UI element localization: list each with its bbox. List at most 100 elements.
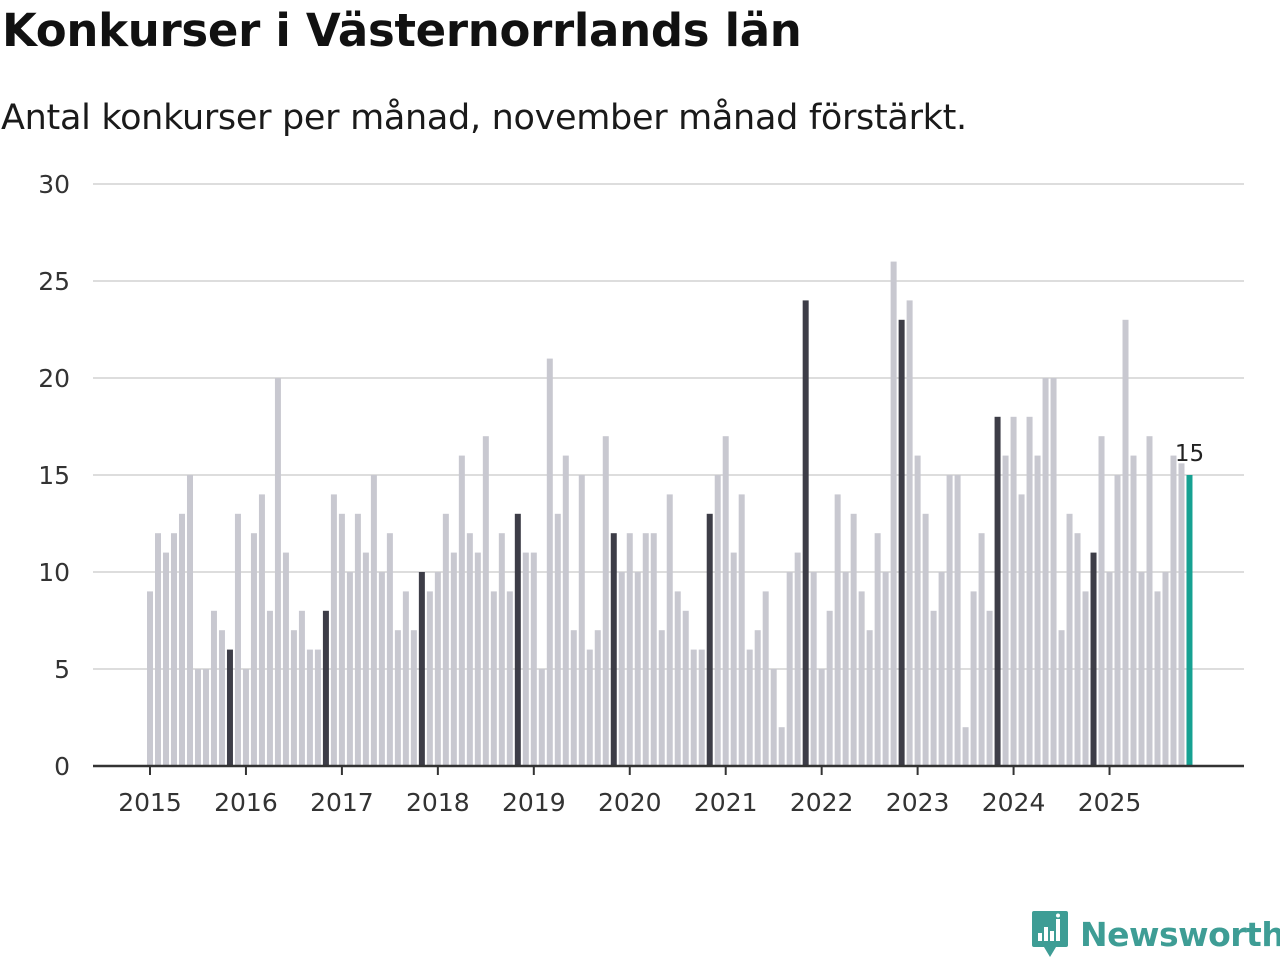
bar [866, 630, 873, 766]
bar [290, 630, 297, 766]
bar [554, 513, 561, 766]
bar [474, 552, 481, 766]
bar [394, 630, 401, 766]
y-tick-label: 25 [38, 267, 70, 296]
y-tick-label: 15 [38, 461, 70, 490]
bar [746, 649, 753, 766]
x-tick-label: 2022 [790, 788, 854, 817]
bar [1146, 436, 1153, 766]
bar [1178, 463, 1185, 766]
bar [434, 572, 441, 766]
bar [147, 591, 153, 766]
bar [1138, 572, 1145, 766]
bar [346, 572, 353, 766]
bar [354, 513, 361, 766]
bar [186, 475, 193, 766]
chart-title: Konkurser i Västernorrlands län [2, 4, 802, 57]
bar [794, 552, 801, 766]
bar [1074, 533, 1081, 766]
bar [1010, 416, 1017, 766]
bar [586, 649, 593, 766]
x-tick-label: 2021 [694, 788, 758, 817]
bar [882, 572, 889, 766]
bar [314, 649, 321, 766]
bar [538, 669, 545, 766]
bar [1098, 436, 1105, 766]
bar [1154, 591, 1161, 766]
bar [1066, 513, 1073, 766]
x-tick-label: 2019 [502, 788, 566, 817]
bar [498, 533, 505, 766]
bar [234, 513, 241, 766]
bar [906, 300, 913, 766]
bar [698, 649, 705, 766]
bar [506, 591, 513, 766]
bar [1114, 475, 1121, 766]
bar [250, 533, 257, 766]
bar [162, 552, 169, 766]
annotations: 15 [1175, 441, 1204, 467]
y-tick-label: 0 [54, 752, 70, 781]
bar [786, 572, 793, 766]
bar [218, 630, 225, 766]
brand-name: Newsworthy [1080, 914, 1280, 954]
bar [570, 630, 577, 766]
bar [1018, 494, 1025, 766]
data-label-latest: 15 [1175, 441, 1204, 467]
bar [802, 300, 809, 766]
bar [1170, 455, 1177, 766]
y-tick-label: 20 [38, 364, 70, 393]
x-tick-label: 2024 [982, 788, 1046, 817]
bar [266, 610, 273, 766]
bar [650, 533, 657, 766]
bar [762, 591, 769, 766]
bar [306, 649, 313, 766]
bar [922, 513, 929, 766]
bar [1034, 455, 1041, 766]
bar [210, 610, 217, 766]
bar [1186, 475, 1193, 766]
y-axis: 0 5 10 15 20 25 30 [38, 170, 70, 781]
bar [938, 572, 945, 766]
bar [834, 494, 841, 766]
bar [322, 610, 329, 766]
bar [362, 552, 369, 766]
y-tick-label: 10 [38, 558, 70, 587]
bar [778, 727, 785, 766]
bar [1122, 319, 1129, 766]
bar [874, 533, 881, 766]
bar [674, 591, 681, 766]
bar [818, 669, 825, 766]
bar [858, 591, 865, 766]
bar [258, 494, 265, 766]
x-tick-label: 2017 [310, 788, 374, 817]
x-tick-label: 2018 [406, 788, 470, 817]
bar [1042, 378, 1049, 766]
bar [1002, 455, 1009, 766]
bar [714, 475, 721, 766]
x-axis: 2015 2016 2017 2018 2019 2020 2021 2022 2023 2024… [93, 764, 1244, 817]
bar [170, 533, 177, 766]
bar [754, 630, 761, 766]
bar [194, 669, 201, 766]
bar [482, 436, 489, 766]
bar [730, 552, 737, 766]
bar [274, 378, 281, 766]
bar [1090, 552, 1097, 766]
bar [466, 533, 473, 766]
x-tick-label: 2023 [886, 788, 950, 817]
y-tick-label: 30 [38, 170, 70, 199]
bar [634, 572, 641, 766]
bar [426, 591, 433, 766]
bar [594, 630, 601, 766]
bar [298, 610, 305, 766]
bar [514, 513, 521, 766]
x-tick-label: 2025 [1078, 788, 1142, 817]
bar [602, 436, 609, 766]
bar [810, 572, 817, 766]
bar [442, 513, 449, 766]
bar [562, 455, 569, 766]
bar [338, 513, 345, 766]
bar [226, 649, 233, 766]
bar [1026, 416, 1033, 766]
